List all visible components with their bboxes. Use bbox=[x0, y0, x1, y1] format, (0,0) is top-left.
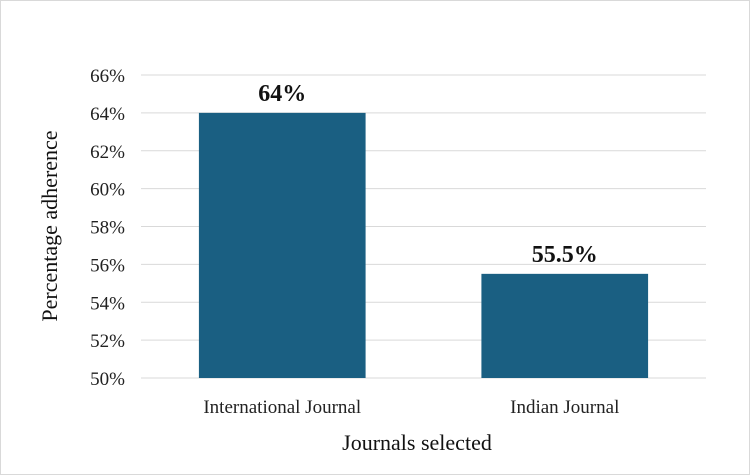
y-tick-label: 66% bbox=[90, 66, 125, 87]
y-tick-label: 54% bbox=[90, 293, 125, 314]
y-tick-label: 56% bbox=[90, 255, 125, 276]
y-tick-label: 58% bbox=[90, 218, 125, 239]
y-axis-title: Percentage adherence bbox=[37, 130, 62, 321]
x-axis-categories: International Journal Indian Journal bbox=[203, 397, 619, 418]
data-label: 64% bbox=[258, 81, 306, 107]
bars bbox=[198, 112, 649, 378]
data-label: 55.5% bbox=[532, 242, 598, 268]
x-category-label: International Journal bbox=[203, 397, 361, 418]
bar bbox=[481, 273, 649, 378]
y-tick-label: 64% bbox=[90, 104, 125, 125]
y-tick-label: 62% bbox=[90, 142, 125, 163]
y-tick-label: 60% bbox=[90, 180, 125, 201]
y-axis-ticks: 50% 52% 54% 56% 58% 60% 62% 64% 66% bbox=[90, 66, 125, 390]
bar bbox=[198, 112, 366, 378]
y-tick-label: 50% bbox=[90, 369, 125, 390]
data-labels: 64% 55.5% bbox=[258, 81, 598, 268]
y-tick-label: 52% bbox=[90, 331, 125, 352]
x-category-label: Indian Journal bbox=[510, 397, 619, 418]
x-axis-title: Journals selected bbox=[342, 430, 492, 455]
